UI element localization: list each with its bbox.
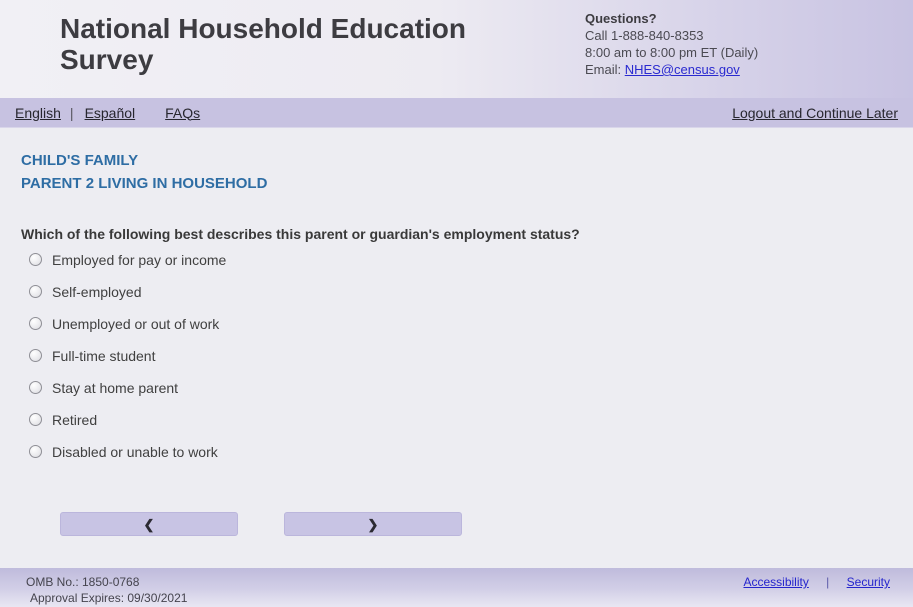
security-link[interactable]: Security bbox=[846, 575, 890, 589]
logout-link[interactable]: Logout and Continue Later bbox=[732, 104, 898, 121]
option-label[interactable]: Retired bbox=[52, 411, 98, 428]
option-row: Employed for pay or income bbox=[29, 251, 227, 268]
radio-full-time-student[interactable] bbox=[29, 349, 42, 362]
accessibility-link[interactable]: Accessibility bbox=[743, 575, 809, 589]
chevron-left-icon: ❮ bbox=[143, 516, 155, 532]
option-row: Stay at home parent bbox=[29, 379, 226, 396]
nav-separator: | bbox=[69, 104, 74, 121]
radio-self-employed[interactable] bbox=[29, 285, 42, 298]
options-list: Employed for pay or income Self-employed… bbox=[29, 252, 226, 476]
radio-disabled-unable-to-work[interactable] bbox=[29, 445, 42, 458]
contact-phone: Call 1-888-840-8353 bbox=[585, 28, 704, 43]
option-label[interactable]: Disabled or unable to work bbox=[52, 443, 218, 460]
section-title-line1: CHILD'S FAMILY bbox=[21, 152, 139, 169]
option-row: Self-employed bbox=[29, 283, 226, 300]
email-label: Email: bbox=[585, 62, 625, 77]
option-label[interactable]: Unemployed or out of work bbox=[52, 315, 220, 332]
contact-info: Questions? Call 1-888-840-8353 8:00 am t… bbox=[585, 10, 758, 78]
back-button[interactable]: ❮ bbox=[60, 512, 238, 536]
chevron-right-icon: ❯ bbox=[367, 516, 379, 532]
app-title: National Household Education Survey bbox=[60, 13, 467, 75]
option-label[interactable]: Stay at home parent bbox=[52, 379, 179, 396]
next-button[interactable]: ❯ bbox=[284, 512, 462, 536]
omb-number: OMB No.: 1850-0768 bbox=[26, 575, 140, 589]
option-row: Disabled or unable to work bbox=[29, 443, 226, 460]
contact-heading: Questions? bbox=[585, 11, 657, 26]
footer-separator: | bbox=[826, 575, 830, 589]
radio-stay-at-home-parent[interactable] bbox=[29, 381, 42, 394]
option-label[interactable]: Employed for pay or income bbox=[52, 251, 227, 268]
email-link[interactable]: NHES@census.gov bbox=[624, 62, 740, 77]
nav-link-english[interactable]: English bbox=[15, 104, 61, 121]
radio-employed-for-pay[interactable] bbox=[29, 253, 42, 266]
nav-link-espanol[interactable]: Español bbox=[84, 104, 136, 121]
contact-hours: 8:00 am to 8:00 pm ET (Daily) bbox=[585, 45, 759, 60]
footer: OMB No.: 1850-0768 Approval Expires: 09/… bbox=[0, 568, 913, 607]
footer-omb-block: OMB No.: 1850-0768 Approval Expires: 09/… bbox=[26, 574, 187, 606]
option-label[interactable]: Full-time student bbox=[52, 347, 156, 364]
option-label[interactable]: Self-employed bbox=[52, 283, 142, 300]
option-row: Unemployed or out of work bbox=[29, 315, 226, 332]
section-title-line2: PARENT 2 LIVING IN HOUSEHOLD bbox=[21, 175, 268, 192]
question-text: Which of the following best describes th… bbox=[21, 226, 580, 242]
radio-unemployed[interactable] bbox=[29, 317, 42, 330]
option-row: Retired bbox=[29, 411, 226, 428]
contact-email-line: Email: NHES@census.gov bbox=[585, 61, 758, 78]
nav-link-faqs[interactable]: FAQs bbox=[165, 104, 201, 121]
approval-expires: Approval Expires: 09/30/2021 bbox=[30, 591, 188, 605]
section-title: CHILD'S FAMILY PARENT 2 LIVING IN HOUSEH… bbox=[21, 149, 267, 195]
header: National Household Education Survey Ques… bbox=[0, 0, 913, 98]
option-row: Full-time student bbox=[29, 347, 226, 364]
footer-links: Accessibility | Security bbox=[743, 575, 890, 589]
navbar: English | Español FAQs Logout and Contin… bbox=[0, 98, 913, 128]
radio-retired[interactable] bbox=[29, 413, 42, 426]
